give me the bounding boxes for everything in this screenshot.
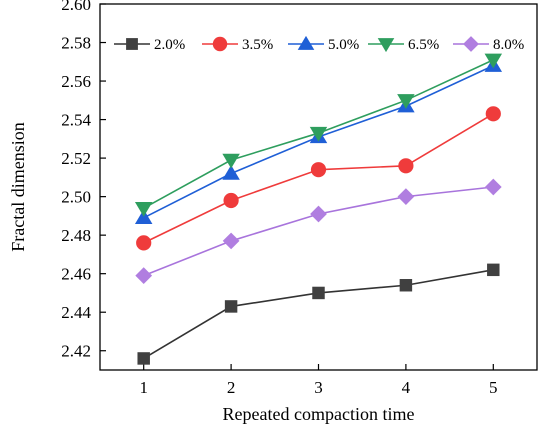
series-4 [134,53,503,217]
legend-label: 6.5% [408,37,439,53]
data-point [223,192,239,209]
series-line [143,186,494,277]
y-tick-label: 2.52 [61,149,91,168]
data-point [309,126,328,142]
y-tick-label: 2.58 [61,34,91,53]
legend-item-1: 2.0% [114,37,185,53]
legend-item-2: 3.5% [202,36,273,53]
y-tick-label: 2.48 [61,226,91,245]
data-point [135,267,153,284]
x-tick-label: 5 [489,378,498,397]
data-point [222,232,240,250]
plot-area [99,3,538,371]
legend-marker [212,36,228,52]
x-tick-label: 4 [402,378,411,397]
data-point [310,205,327,223]
x-axis-title: Repeated compaction time [223,404,415,424]
y-tick-label: 2.42 [61,342,91,361]
y-tick-label: 2.50 [61,188,91,207]
data-point [222,153,240,169]
data-point [399,279,413,292]
data-point [224,300,238,313]
y-tick-label: 2.56 [61,72,91,91]
data-point [134,201,153,217]
legend-marker [126,38,138,50]
legend-label: 8.0% [493,37,524,53]
data-point [397,188,415,205]
series-2 [136,106,501,251]
x-axis: 1 2 3 4 5 [139,364,498,397]
x-tick-label: 2 [227,378,236,397]
data-point [397,94,415,109]
legend-marker [463,36,479,52]
plot-frame [99,3,538,371]
y-axis-title: Fractal dimension [8,122,28,251]
y-tick-label: 2.44 [61,303,91,322]
legend-item-3: 5.0% [288,35,359,53]
data-point [136,235,152,251]
data-point [222,165,240,180]
data-point [310,162,327,178]
data-point [484,178,502,196]
legend-marker [297,35,315,50]
data-point [137,352,150,365]
y-axis: 2.42 2.44 2.46 2.48 2.50 2.52 2.54 2.56 2.58 2.60 [61,0,106,361]
series-line [143,269,494,360]
legend-label: 3.5% [242,37,273,53]
y-tick-label: 2.54 [61,111,91,130]
data-point [484,53,503,69]
x-tick-label: 3 [314,378,323,397]
series-layer [134,53,503,365]
y-tick-label: 2.60 [61,0,91,14]
data-point [312,286,325,300]
legend-marker [377,38,395,53]
data-point [487,263,500,277]
series-1 [137,263,500,365]
legend-label: 5.0% [328,37,359,53]
legend-label: 2.0% [154,37,185,53]
data-point [485,106,501,122]
legend: 2.0% 3.5% 5.0% 6.5% 8.0% [114,35,524,53]
legend-item-4: 6.5% [368,37,439,53]
y-tick-label: 2.46 [61,265,91,284]
x-tick-label: 1 [139,378,148,397]
data-point [398,158,414,174]
series-5 [135,178,502,284]
legend-item-5: 8.0% [453,36,524,53]
